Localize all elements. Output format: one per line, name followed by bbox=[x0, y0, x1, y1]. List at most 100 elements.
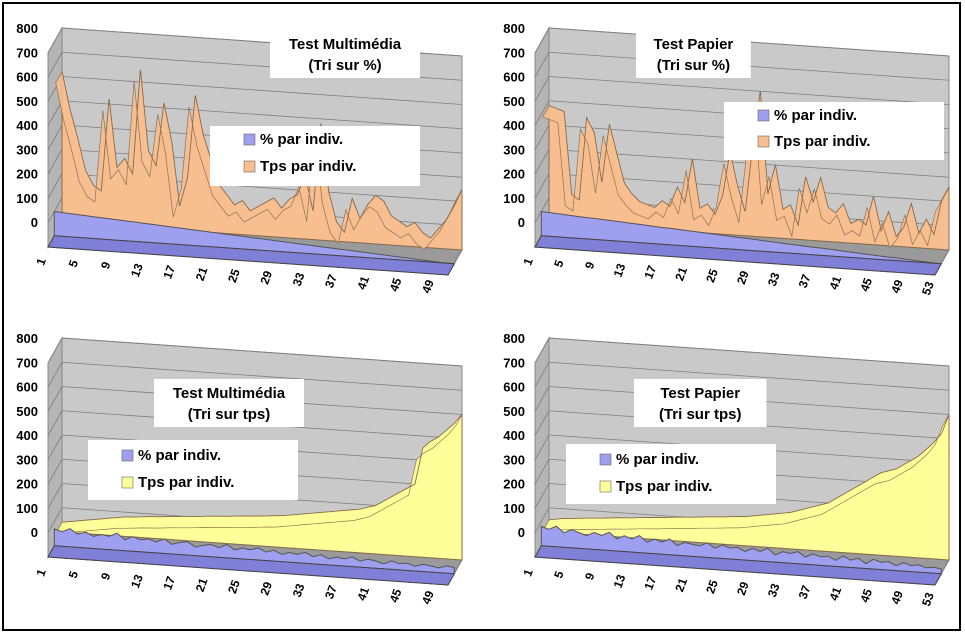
gridline bbox=[47, 507, 63, 533]
x-tick-label: 17 bbox=[160, 263, 178, 281]
x-tick-label: 45 bbox=[387, 587, 405, 605]
y-tick-label: 500 bbox=[16, 404, 38, 419]
x-tick-label: 33 bbox=[765, 270, 783, 288]
legend-swatch bbox=[757, 135, 770, 148]
gridline bbox=[534, 197, 550, 223]
x-tick-label: 25 bbox=[225, 267, 243, 285]
legend-label: Tps par indiv. bbox=[260, 158, 356, 175]
x-tick-label: 13 bbox=[128, 261, 146, 279]
legend-label: % par indiv. bbox=[616, 451, 699, 468]
y-tick-label: 500 bbox=[503, 404, 525, 419]
legend: % par indiv. Tps par indiv. bbox=[566, 444, 776, 504]
x-tick-label: 5 bbox=[551, 258, 567, 269]
gridline bbox=[548, 361, 950, 391]
title-box bbox=[270, 30, 420, 78]
x-tick-label: 53 bbox=[919, 590, 937, 608]
chart-title-block: Test Papier (Tri sur tps) bbox=[634, 379, 767, 427]
x-tick-label: 29 bbox=[257, 580, 275, 598]
x-tick-label: 41 bbox=[354, 274, 372, 292]
gridline bbox=[47, 386, 63, 412]
gridline bbox=[534, 410, 550, 436]
title-box bbox=[636, 30, 751, 78]
chart-title-block: Test Multimédia (Tri sur tps) bbox=[154, 379, 304, 427]
y-tick-label: 0 bbox=[31, 525, 38, 540]
y-tick-label: 300 bbox=[16, 452, 38, 467]
y-tick-label: 800 bbox=[503, 21, 525, 36]
x-tick-label: 33 bbox=[290, 270, 308, 288]
gridline bbox=[47, 100, 63, 126]
y-tick-label: 400 bbox=[503, 118, 525, 133]
chart-subtitle: (Tri sur %) bbox=[308, 57, 381, 74]
gridline bbox=[61, 361, 463, 391]
x-tick-label: 25 bbox=[703, 578, 721, 596]
chart-panel-4: 800 700 600 500 400 300 200 100 0 1 5 9 13 17 21 25 29 33… bbox=[503, 331, 950, 608]
gridline bbox=[534, 173, 550, 199]
x-tick-label: 49 bbox=[888, 589, 906, 607]
gridline bbox=[47, 149, 63, 175]
x-tick-label: 5 bbox=[551, 569, 567, 580]
legend-swatch bbox=[243, 160, 256, 173]
legend-swatch bbox=[599, 453, 612, 466]
gridline bbox=[534, 434, 550, 461]
y-tick-label: 600 bbox=[503, 70, 525, 85]
series-area-pct bbox=[53, 528, 455, 575]
x-tick-label: 37 bbox=[796, 583, 814, 601]
x-tick-label: 17 bbox=[160, 574, 178, 592]
legend: % par indiv. Tps par indiv. bbox=[724, 102, 944, 160]
chart-panel-2: 800 700 600 500 400 300 200 100 0 1 5 9 13 17 21 25 29 33… bbox=[503, 21, 950, 297]
y-tick-label: 700 bbox=[503, 45, 525, 60]
title-box bbox=[634, 379, 767, 427]
y-tick-label: 200 bbox=[503, 167, 525, 182]
gridline bbox=[534, 52, 550, 78]
gridline bbox=[47, 52, 63, 78]
y-tick-label: 100 bbox=[16, 191, 38, 206]
x-tick-label: 37 bbox=[322, 583, 340, 601]
chart-title: Test Multimédia bbox=[173, 385, 286, 402]
gridline bbox=[47, 124, 63, 151]
y-tick-label: 0 bbox=[518, 215, 525, 230]
gridline bbox=[61, 100, 463, 130]
chart-title: Test Multimédia bbox=[289, 36, 402, 53]
legend-label: % par indiv. bbox=[774, 107, 857, 124]
gridline bbox=[534, 459, 550, 485]
legend-label: Tps par indiv. bbox=[774, 133, 870, 150]
gridline bbox=[548, 337, 950, 367]
y-tick-label: 700 bbox=[503, 355, 525, 370]
chart-panel-3: 800 700 600 500 400 300 200 100 0 1 5 9 13 17 21 25 29 33… bbox=[16, 331, 463, 606]
x-tick-label: 37 bbox=[322, 272, 340, 290]
x-tick-label: 33 bbox=[765, 581, 783, 599]
y-tick-label: 800 bbox=[16, 331, 38, 346]
gridline bbox=[61, 337, 463, 367]
chart-title: Test Papier bbox=[654, 36, 734, 53]
series-area-pct bbox=[540, 525, 942, 575]
legend: % par indiv. Tps par indiv. bbox=[88, 440, 298, 500]
chart-title-block: Test Multimédia (Tri sur %) bbox=[270, 30, 420, 78]
y-tick-label: 0 bbox=[31, 215, 38, 230]
y-tick-label: 700 bbox=[16, 45, 38, 60]
legend-swatch bbox=[121, 476, 134, 489]
legend-label: Tps par indiv. bbox=[138, 474, 234, 491]
x-tick-label: 1 bbox=[33, 256, 49, 267]
series-area-tps-top bbox=[542, 414, 950, 532]
gridline bbox=[47, 459, 63, 485]
gridline bbox=[47, 337, 63, 364]
x-tick-label: 49 bbox=[419, 278, 437, 296]
x-tick-label: 45 bbox=[857, 587, 875, 605]
y-tick-label: 600 bbox=[503, 380, 525, 395]
legend: % par indiv. Tps par indiv. bbox=[210, 126, 420, 186]
x-tick-label: 41 bbox=[827, 585, 845, 603]
x-tick-label: 53 bbox=[919, 279, 937, 297]
series-area-tps-top bbox=[542, 91, 950, 249]
gridline bbox=[47, 362, 63, 388]
gridline bbox=[534, 149, 550, 175]
gridline bbox=[534, 362, 550, 388]
x-tick-label: 21 bbox=[672, 265, 690, 283]
x-tick-label: 9 bbox=[582, 571, 598, 582]
x-tick-label: 25 bbox=[703, 267, 721, 285]
gridline bbox=[47, 173, 63, 199]
series-area-tps-top bbox=[55, 69, 463, 250]
series-pct-base bbox=[47, 545, 456, 586]
gridline bbox=[534, 124, 550, 151]
y-tick-label: 100 bbox=[503, 501, 525, 516]
